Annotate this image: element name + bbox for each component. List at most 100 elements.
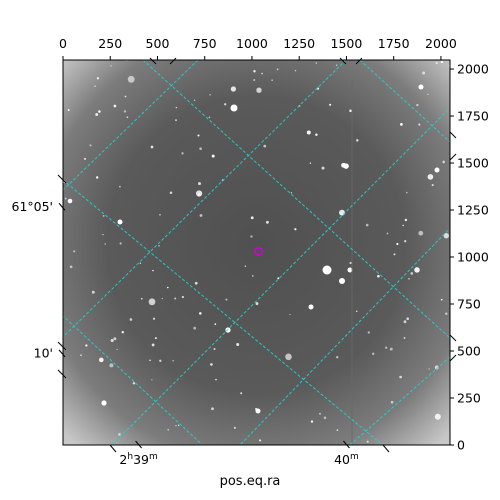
world-tick bbox=[449, 354, 457, 362]
star bbox=[366, 440, 369, 443]
x-tick-label-top: 750 bbox=[193, 36, 217, 51]
star bbox=[167, 429, 169, 431]
dec-tick bbox=[58, 202, 66, 211]
star bbox=[256, 87, 262, 93]
x-tick-label-top: 1750 bbox=[378, 36, 410, 51]
star bbox=[445, 312, 448, 315]
world-tick bbox=[449, 334, 457, 342]
star bbox=[197, 134, 200, 137]
star bbox=[199, 312, 202, 315]
star bbox=[194, 281, 198, 285]
star bbox=[315, 62, 318, 64]
grid-line bbox=[63, 315, 204, 445]
star bbox=[150, 145, 154, 149]
star bbox=[365, 223, 369, 227]
star bbox=[113, 104, 117, 108]
star bbox=[215, 378, 217, 381]
star bbox=[377, 274, 380, 278]
star bbox=[169, 191, 173, 195]
star bbox=[91, 290, 95, 294]
star bbox=[132, 382, 136, 385]
star bbox=[427, 174, 434, 180]
star bbox=[410, 272, 414, 275]
star bbox=[335, 355, 339, 359]
x-tick-label-top: 1250 bbox=[283, 36, 315, 51]
star bbox=[435, 61, 438, 65]
star bbox=[113, 337, 117, 341]
ra-tick bbox=[343, 440, 350, 449]
star bbox=[95, 113, 99, 116]
world-tick bbox=[382, 444, 390, 453]
star bbox=[129, 318, 133, 321]
bright-star bbox=[339, 278, 345, 284]
star bbox=[181, 152, 184, 155]
star bbox=[253, 78, 256, 82]
star bbox=[422, 71, 426, 75]
star bbox=[236, 343, 240, 346]
x-tick-label-top: 250 bbox=[98, 36, 122, 51]
star bbox=[127, 75, 135, 83]
star bbox=[339, 209, 345, 216]
star bbox=[149, 359, 151, 362]
target-marker bbox=[254, 246, 263, 256]
star bbox=[265, 220, 269, 224]
star bbox=[289, 313, 291, 316]
star bbox=[386, 232, 389, 235]
star bbox=[403, 336, 406, 339]
star bbox=[158, 245, 160, 247]
star bbox=[119, 185, 121, 188]
star bbox=[211, 154, 215, 158]
star bbox=[208, 116, 211, 119]
star bbox=[349, 109, 352, 113]
world-tick bbox=[57, 341, 67, 351]
star bbox=[294, 69, 297, 72]
star bbox=[159, 213, 161, 216]
bright-star bbox=[67, 198, 73, 204]
star bbox=[335, 64, 338, 66]
star bbox=[261, 72, 263, 75]
star bbox=[403, 320, 407, 324]
star bbox=[290, 192, 293, 194]
y-tick-label-right: 500 bbox=[457, 344, 481, 359]
world-tick bbox=[149, 57, 157, 65]
star bbox=[443, 233, 449, 239]
y-tick-label-right: 1250 bbox=[457, 203, 489, 218]
star bbox=[152, 269, 154, 272]
star bbox=[211, 407, 214, 411]
grid-line bbox=[111, 107, 450, 445]
star bbox=[408, 278, 410, 280]
star bbox=[393, 253, 396, 256]
star bbox=[309, 162, 312, 164]
star bbox=[126, 116, 129, 119]
world-tick bbox=[109, 444, 117, 453]
star bbox=[175, 425, 177, 427]
star bbox=[80, 354, 82, 357]
star bbox=[109, 363, 114, 368]
star bbox=[96, 77, 100, 80]
star bbox=[181, 295, 185, 299]
star bbox=[277, 277, 280, 280]
marker-circle bbox=[254, 246, 263, 256]
star bbox=[371, 352, 375, 356]
x-tick-label-top: 2000 bbox=[425, 36, 457, 51]
bright-star bbox=[308, 304, 314, 310]
star bbox=[406, 317, 409, 320]
pixel-x-axis-top: 0 250 500 750 1000 1250 1500 1750 2000 bbox=[59, 36, 457, 60]
star bbox=[396, 242, 399, 246]
star bbox=[336, 429, 339, 432]
star bbox=[121, 331, 124, 334]
star bbox=[389, 347, 393, 351]
x-tick-label-top: 500 bbox=[146, 36, 170, 51]
y-tick-label-right: 1000 bbox=[457, 250, 489, 265]
star bbox=[404, 240, 407, 243]
star bbox=[104, 243, 106, 245]
star bbox=[161, 297, 163, 300]
world-tick bbox=[449, 153, 457, 161]
bright-star bbox=[255, 408, 261, 414]
ra-tick-label: 40m bbox=[334, 452, 359, 467]
star bbox=[402, 224, 404, 227]
bright-star bbox=[101, 400, 107, 406]
star bbox=[152, 317, 156, 320]
stars-layer bbox=[63, 60, 450, 445]
